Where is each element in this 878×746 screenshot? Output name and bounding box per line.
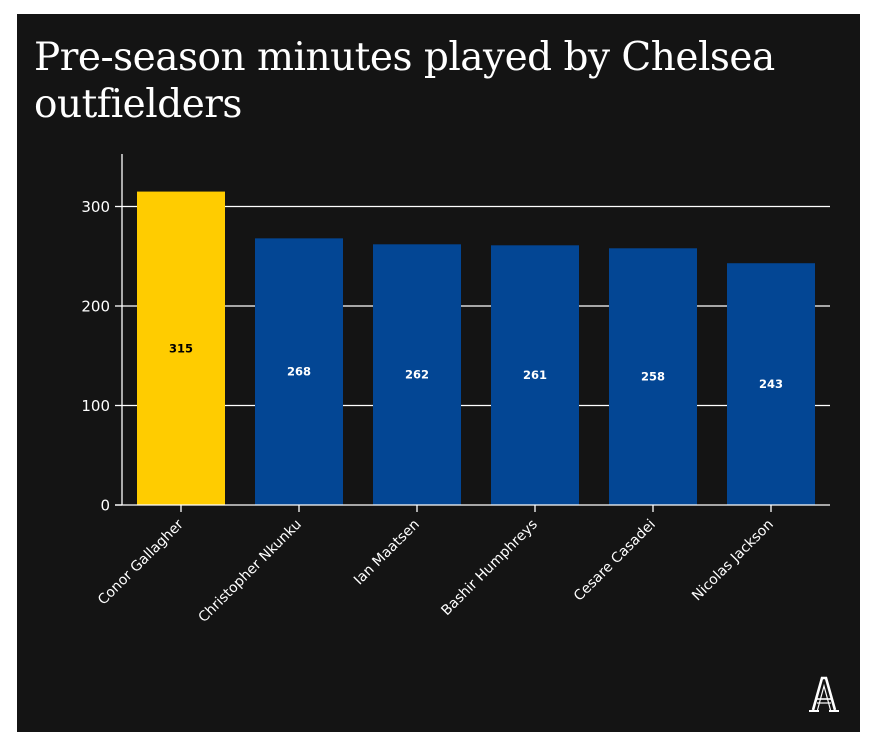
axes <box>115 154 830 512</box>
bar <box>727 263 815 505</box>
bar <box>255 238 343 505</box>
x-category-label: Nicolas Jackson <box>689 517 777 605</box>
bar <box>373 244 461 505</box>
chart-title: Pre-season minutes played by Chelsea out… <box>34 35 775 127</box>
bar <box>491 245 579 505</box>
x-category-label: Conor Gallagher <box>95 516 187 608</box>
bar-value-label: 243 <box>759 377 783 391</box>
x-category-label: Christopher Nkunku <box>195 517 304 626</box>
bar <box>137 191 225 505</box>
bar-chart: 0 100 200 300 315 Conor Gallagher 268 Christoph… <box>81 154 830 626</box>
x-category-label: Cesare Casadei <box>571 517 659 605</box>
x-category-label: Bashir Humphreys <box>438 517 540 619</box>
bar-value-label: 261 <box>523 368 547 382</box>
bar-value-label: 315 <box>169 341 193 355</box>
y-tick-label: 300 <box>81 198 110 216</box>
bar-value-label: 258 <box>641 370 665 384</box>
y-tick-label: 200 <box>81 298 110 316</box>
bars <box>137 191 815 506</box>
y-tick-label: 100 <box>81 397 110 415</box>
bar-value-label: 268 <box>287 365 311 379</box>
bar-value-label: 262 <box>405 368 429 382</box>
x-category-label: Ian Maatsen <box>351 517 423 589</box>
chart-card: Pre-season minutes played by Chelsea out… <box>17 14 860 732</box>
gridlines <box>122 205 830 407</box>
y-tick-label: 0 <box>100 497 110 515</box>
bar <box>609 248 697 506</box>
the-athletic-logo-icon <box>809 676 839 712</box>
